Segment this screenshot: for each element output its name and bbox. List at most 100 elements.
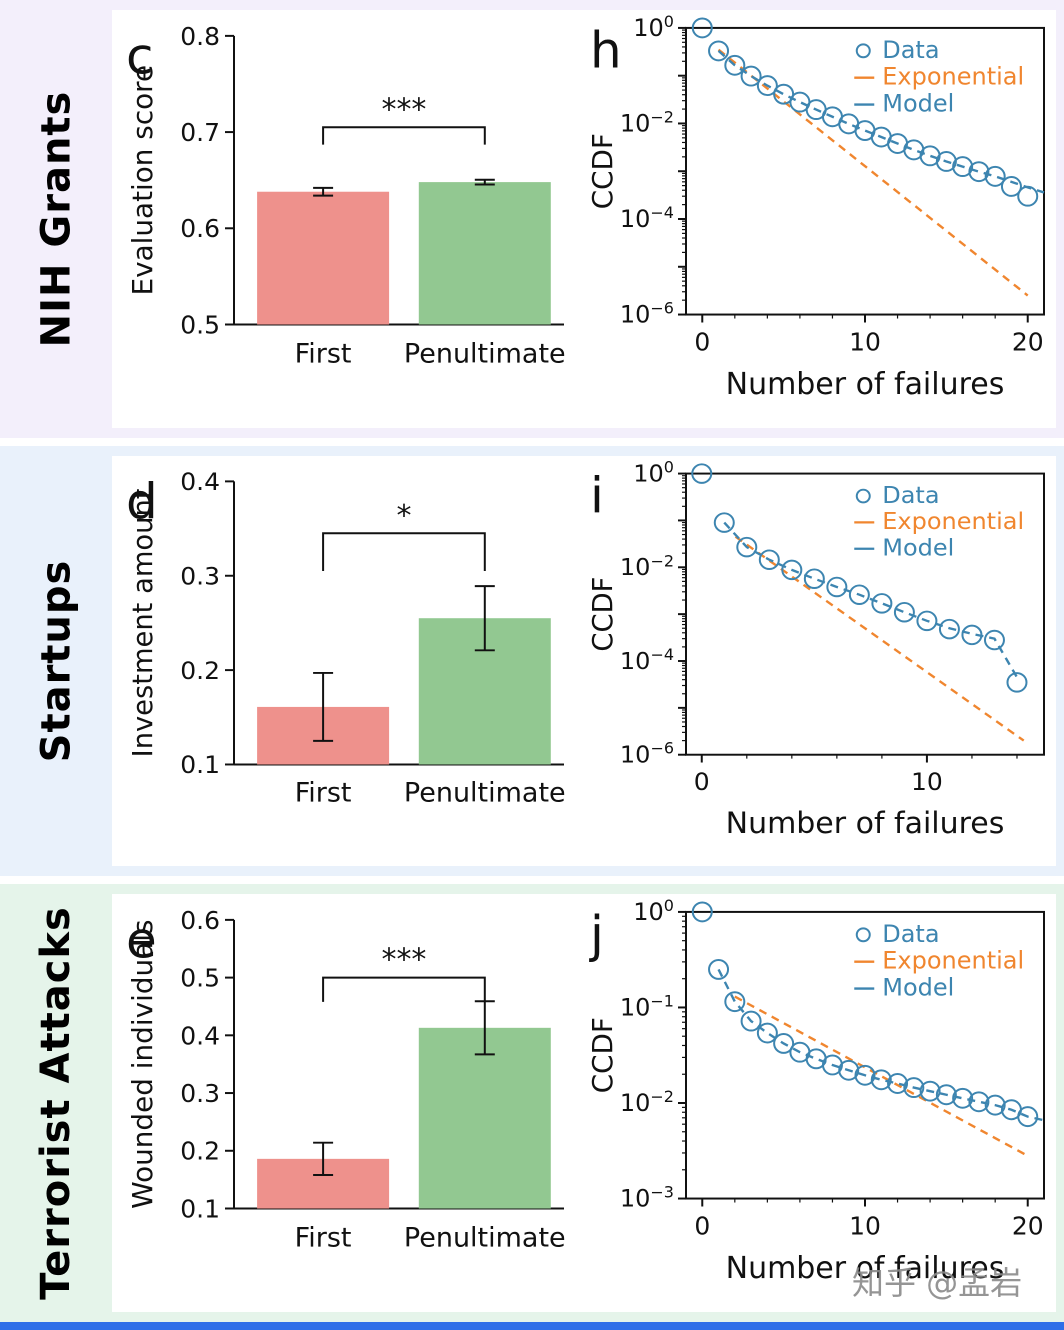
data-point bbox=[708, 958, 730, 980]
data-point bbox=[935, 1084, 957, 1106]
data-point bbox=[724, 54, 746, 76]
model-line bbox=[717, 968, 1045, 1122]
x-axis-label: Number of failures bbox=[726, 367, 1005, 402]
data-point bbox=[984, 165, 1006, 187]
y-tick-label: 0.1 bbox=[180, 751, 220, 780]
data-point bbox=[952, 156, 974, 178]
bar-first bbox=[257, 191, 390, 325]
y-tick-label: 0.3 bbox=[180, 562, 220, 591]
data-point bbox=[724, 991, 746, 1013]
legend-label-exponential: Exponential bbox=[882, 507, 1024, 535]
y-tick-label: 100 bbox=[633, 896, 674, 926]
panel-card-row2: 0.1 0.2 0.3 0.4 First Penultimate * d Investment… bbox=[112, 456, 1056, 866]
panel-letter: c bbox=[126, 28, 153, 86]
y-tick-label: 0.2 bbox=[180, 1137, 220, 1166]
bottom-bar bbox=[0, 1322, 1064, 1330]
significance-stars: * bbox=[396, 498, 411, 533]
data-point bbox=[826, 576, 848, 598]
data-point bbox=[691, 463, 713, 484]
x-tick-label: 0 bbox=[694, 767, 710, 796]
y-tick-label: 0.2 bbox=[180, 656, 220, 685]
bar-penultimate bbox=[418, 182, 551, 325]
panel-letter: j bbox=[589, 906, 604, 964]
y-tick-label: 10−6 bbox=[620, 299, 674, 329]
row-band-startups: Startups 0.1 0.2 0.3 0.4 First Penultimate * d I… bbox=[0, 446, 1064, 876]
y-tick-label: 0.6 bbox=[180, 214, 220, 243]
y-tick-label: 100 bbox=[633, 12, 674, 42]
significance-bracket bbox=[322, 126, 486, 145]
data-point bbox=[870, 1069, 892, 1091]
data-point bbox=[758, 549, 780, 570]
model-line bbox=[717, 50, 1045, 194]
x-category-label: Penultimate bbox=[404, 778, 566, 809]
data-point bbox=[1017, 185, 1039, 207]
x-category-label: First bbox=[295, 338, 352, 369]
data-point bbox=[1000, 176, 1022, 197]
x-tick-label: 10 bbox=[911, 767, 943, 796]
watermark: 知乎 @孟岩 bbox=[852, 1264, 1023, 1302]
data-point bbox=[935, 151, 957, 172]
legend-label-model: Model bbox=[882, 90, 954, 118]
data-point bbox=[838, 1059, 860, 1081]
row-label-text: NIH Grants bbox=[33, 90, 79, 348]
data-point bbox=[713, 512, 735, 533]
data-point bbox=[919, 1080, 941, 1102]
row-label-terrorist-attacks: Terrorist Attacks bbox=[0, 884, 112, 1322]
x-category-label: First bbox=[295, 778, 352, 809]
y-tick-label: 10−4 bbox=[620, 645, 674, 675]
y-tick-label: 10−6 bbox=[620, 739, 674, 769]
y-tick-label: 100 bbox=[633, 458, 674, 488]
y-tick-label: 10−1 bbox=[620, 991, 674, 1021]
y-tick-label: 0.5 bbox=[180, 311, 220, 340]
y-tick-label: 0.7 bbox=[180, 118, 220, 147]
bar-penultimate bbox=[418, 1027, 551, 1209]
row-label-text: Terrorist Attacks bbox=[33, 906, 80, 1300]
x-tick-label: 0 bbox=[694, 1211, 710, 1240]
x-category-label: First bbox=[295, 1222, 352, 1253]
data-point bbox=[781, 559, 803, 581]
row-label-nih-grants: NIH Grants bbox=[0, 0, 112, 438]
x-category-label: Penultimate bbox=[404, 338, 566, 369]
data-point bbox=[983, 629, 1005, 651]
legend-marker-data bbox=[855, 43, 871, 59]
x-tick-label: 0 bbox=[694, 327, 710, 356]
y-tick-label: 0.4 bbox=[180, 467, 220, 496]
x-tick-label: 10 bbox=[849, 327, 881, 356]
y-axis-label: Investment amount bbox=[126, 488, 159, 757]
y-axis-label: CCDF bbox=[586, 1017, 619, 1093]
legend-label-model: Model bbox=[882, 534, 954, 562]
bar-chart-d: 0.1 0.2 0.3 0.4 First Penultimate * dInvestment… bbox=[126, 467, 566, 809]
y-tick-label: 10−2 bbox=[620, 107, 674, 137]
data-point bbox=[952, 1087, 974, 1109]
x-tick-label: 10 bbox=[849, 1211, 881, 1240]
data-point bbox=[854, 1064, 876, 1086]
data-point bbox=[961, 624, 983, 646]
y-tick-label: 10−4 bbox=[620, 203, 674, 233]
row-band-terrorist-attacks: Terrorist Attacks 0.1 0.2 0.3 0.4 0.5 0.6 Firs… bbox=[0, 884, 1064, 1322]
legend-label-data: Data bbox=[882, 920, 939, 948]
data-point bbox=[968, 1091, 990, 1113]
model-line bbox=[723, 521, 1019, 678]
legend-label-data: Data bbox=[882, 36, 939, 64]
data-point bbox=[691, 17, 713, 39]
x-category-label: Penultimate bbox=[404, 1222, 566, 1253]
panel-letter: e bbox=[126, 912, 157, 970]
panel-letter: d bbox=[126, 473, 158, 530]
ccdf-chart-j: 100 10−1 10−2 10−3 0 10 20 DataExponentialModel… bbox=[586, 896, 1045, 1286]
y-tick-label: 10−2 bbox=[620, 551, 674, 581]
y-tick-label: 0.3 bbox=[180, 1079, 220, 1108]
data-point bbox=[708, 40, 730, 62]
legend-marker-data bbox=[855, 927, 871, 943]
legend-label-model: Model bbox=[882, 974, 954, 1002]
y-axis-label: CCDF bbox=[586, 577, 619, 652]
y-axis-label: Evaluation score bbox=[126, 65, 159, 296]
exponential-line bbox=[734, 535, 1025, 742]
data-point bbox=[903, 1077, 925, 1099]
x-tick-label: 20 bbox=[1012, 1211, 1044, 1240]
y-tick-label: 0.6 bbox=[180, 906, 220, 935]
data-point bbox=[773, 1033, 795, 1054]
row-band-nih-grants: NIH Grants 0.5 0.6 0.7 0.8 First Penultimate *… bbox=[0, 0, 1064, 438]
exponential-line bbox=[717, 48, 1029, 297]
ccdf-chart-h: 100 10−2 10−4 10−6 0 10 20 DataExponentialModel… bbox=[586, 12, 1045, 402]
significance-stars: *** bbox=[381, 92, 426, 127]
